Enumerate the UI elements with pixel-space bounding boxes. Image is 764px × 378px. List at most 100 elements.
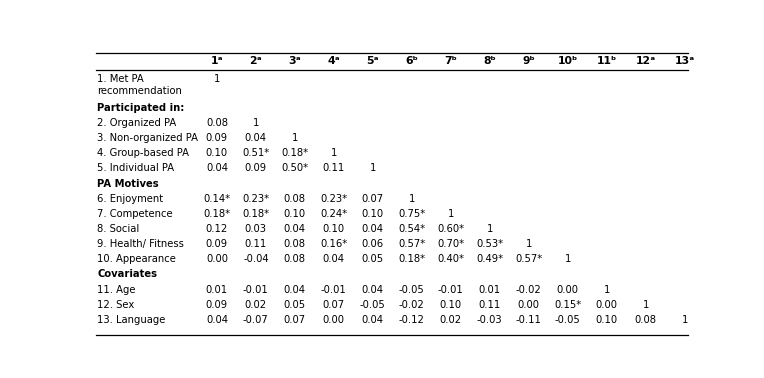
Text: 0.11: 0.11 [478, 300, 501, 310]
Text: 0.18*: 0.18* [281, 148, 309, 158]
Text: 0.01: 0.01 [206, 285, 228, 294]
Text: 0.16*: 0.16* [320, 239, 348, 249]
Text: 0.03: 0.03 [244, 224, 267, 234]
Text: 0.04: 0.04 [362, 285, 384, 294]
Text: 0.08: 0.08 [635, 315, 657, 325]
Text: 5ᵃ: 5ᵃ [367, 56, 379, 67]
Text: 0.40*: 0.40* [437, 254, 465, 264]
Text: 0.10: 0.10 [322, 224, 345, 234]
Text: 0.18*: 0.18* [242, 209, 270, 219]
Text: 0.18*: 0.18* [203, 209, 231, 219]
Text: 10ᵇ: 10ᵇ [558, 56, 578, 67]
Text: 12. Sex: 12. Sex [97, 300, 134, 310]
Text: 2. Organized PA: 2. Organized PA [97, 118, 176, 128]
Text: 2ᵃ: 2ᵃ [250, 56, 262, 67]
Text: 1: 1 [253, 118, 259, 128]
Text: 0.10: 0.10 [361, 209, 384, 219]
Text: 0.10: 0.10 [596, 315, 618, 325]
Text: 0.04: 0.04 [244, 133, 267, 143]
Text: 0.51*: 0.51* [242, 148, 270, 158]
Text: 0.57*: 0.57* [398, 239, 426, 249]
Text: Covariates: Covariates [97, 270, 157, 279]
Text: 9ᵇ: 9ᵇ [523, 56, 535, 67]
Text: 1: 1 [643, 300, 649, 310]
Text: 1: 1 [487, 224, 493, 234]
Text: 0.00: 0.00 [518, 300, 539, 310]
Text: 8. Social: 8. Social [97, 224, 140, 234]
Text: PA Motives: PA Motives [97, 179, 159, 189]
Text: 0.07: 0.07 [361, 194, 384, 204]
Text: -0.12: -0.12 [399, 315, 425, 325]
Text: 0.11: 0.11 [322, 163, 345, 174]
Text: 3. Non-organized PA: 3. Non-organized PA [97, 133, 199, 143]
Text: 0.00: 0.00 [323, 315, 345, 325]
Text: 1: 1 [214, 74, 220, 84]
Text: 13ᵃ: 13ᵃ [675, 56, 694, 67]
Text: -0.05: -0.05 [360, 300, 386, 310]
Text: 1: 1 [604, 285, 610, 294]
Text: 0.50*: 0.50* [281, 163, 309, 174]
Text: 0.75*: 0.75* [398, 209, 426, 219]
Text: 0.09: 0.09 [206, 239, 228, 249]
Text: 0.10: 0.10 [283, 209, 306, 219]
Text: 1. Met PA: 1. Met PA [97, 74, 144, 84]
Text: -0.01: -0.01 [438, 285, 464, 294]
Text: -0.02: -0.02 [516, 285, 542, 294]
Text: 0.08: 0.08 [284, 239, 306, 249]
Text: 0.11: 0.11 [244, 239, 267, 249]
Text: 1: 1 [292, 133, 298, 143]
Text: recommendation: recommendation [97, 86, 182, 96]
Text: 3ᵃ: 3ᵃ [289, 56, 301, 67]
Text: 0.04: 0.04 [284, 224, 306, 234]
Text: 0.07: 0.07 [322, 300, 345, 310]
Text: 0.15*: 0.15* [554, 300, 581, 310]
Text: 10. Appearance: 10. Appearance [97, 254, 176, 264]
Text: 7. Competence: 7. Competence [97, 209, 173, 219]
Text: 12ᵃ: 12ᵃ [636, 56, 656, 67]
Text: 0.57*: 0.57* [515, 254, 542, 264]
Text: 0.05: 0.05 [361, 254, 384, 264]
Text: 0.23*: 0.23* [242, 194, 270, 204]
Text: 1: 1 [526, 239, 532, 249]
Text: 0.14*: 0.14* [203, 194, 231, 204]
Text: -0.11: -0.11 [516, 315, 542, 325]
Text: 11. Age: 11. Age [97, 285, 136, 294]
Text: 5. Individual PA: 5. Individual PA [97, 163, 174, 174]
Text: -0.05: -0.05 [555, 315, 581, 325]
Text: -0.02: -0.02 [399, 300, 425, 310]
Text: 0.09: 0.09 [206, 300, 228, 310]
Text: 0.01: 0.01 [479, 285, 501, 294]
Text: -0.05: -0.05 [399, 285, 425, 294]
Text: 1: 1 [331, 148, 337, 158]
Text: -0.04: -0.04 [243, 254, 269, 264]
Text: 0.09: 0.09 [244, 163, 267, 174]
Text: 0.10: 0.10 [206, 148, 228, 158]
Text: 0.08: 0.08 [206, 118, 228, 128]
Text: 13. Language: 13. Language [97, 315, 166, 325]
Text: 11ᵇ: 11ᵇ [597, 56, 617, 67]
Text: 0.08: 0.08 [284, 254, 306, 264]
Text: 1: 1 [409, 194, 415, 204]
Text: 1: 1 [565, 254, 571, 264]
Text: 9. Health/ Fitness: 9. Health/ Fitness [97, 239, 184, 249]
Text: 4ᵃ: 4ᵃ [328, 56, 340, 67]
Text: 0.04: 0.04 [206, 315, 228, 325]
Text: -0.01: -0.01 [243, 285, 269, 294]
Text: -0.07: -0.07 [243, 315, 269, 325]
Text: 0.53*: 0.53* [476, 239, 503, 249]
Text: 0.06: 0.06 [361, 239, 384, 249]
Text: Participated in:: Participated in: [97, 103, 185, 113]
Text: 0.04: 0.04 [362, 315, 384, 325]
Text: 4. Group-based PA: 4. Group-based PA [97, 148, 189, 158]
Text: 0.23*: 0.23* [320, 194, 348, 204]
Text: 0.24*: 0.24* [320, 209, 348, 219]
Text: 6ᵇ: 6ᵇ [406, 56, 418, 67]
Text: 1: 1 [370, 163, 376, 174]
Text: 0.07: 0.07 [283, 315, 306, 325]
Text: 0.04: 0.04 [323, 254, 345, 264]
Text: 0.02: 0.02 [440, 315, 461, 325]
Text: 0.18*: 0.18* [398, 254, 426, 264]
Text: 0.60*: 0.60* [437, 224, 465, 234]
Text: 0.04: 0.04 [284, 285, 306, 294]
Text: 1: 1 [448, 209, 454, 219]
